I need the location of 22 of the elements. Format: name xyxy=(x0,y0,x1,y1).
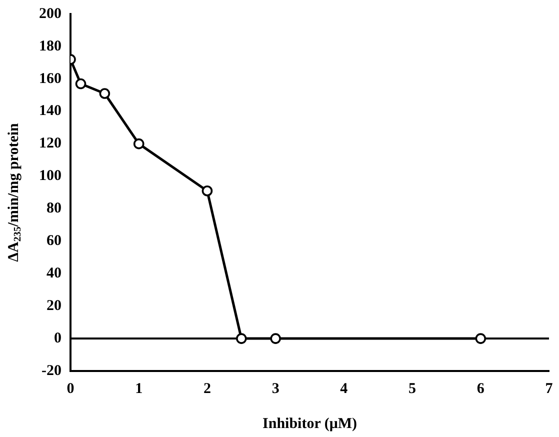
x-axis-title: Inhibitor (μM) xyxy=(262,416,357,432)
x-tick-label: 5 xyxy=(408,380,416,397)
y-tick-label: -20 xyxy=(42,362,62,379)
x-tick-label: 2 xyxy=(203,380,211,397)
x-tick-label: 6 xyxy=(476,380,485,397)
x-tick-label: 1 xyxy=(135,380,143,397)
y-tick-label: 40 xyxy=(46,266,62,282)
y-tick-label: 200 xyxy=(39,6,62,22)
y-tick-label: 120 xyxy=(39,136,62,152)
x-tick-label: 7 xyxy=(545,380,554,397)
x-tick-label: 4 xyxy=(340,380,348,397)
y-tick-label: 0 xyxy=(54,330,62,346)
y-tick-label: 60 xyxy=(46,233,62,250)
y-tick-label: 20 xyxy=(46,298,62,314)
y-axis-title: ΔA235/min/mg protein xyxy=(6,122,24,262)
y-tick-label: 100 xyxy=(39,168,62,184)
y-tick-label: 140 xyxy=(39,103,62,120)
y-tick-label: 180 xyxy=(39,38,62,54)
x-tick-label: 0 xyxy=(66,380,74,397)
y-tick-label: 160 xyxy=(39,70,62,87)
y-tick-label: 80 xyxy=(46,200,62,217)
x-tick-label: 3 xyxy=(272,380,280,397)
